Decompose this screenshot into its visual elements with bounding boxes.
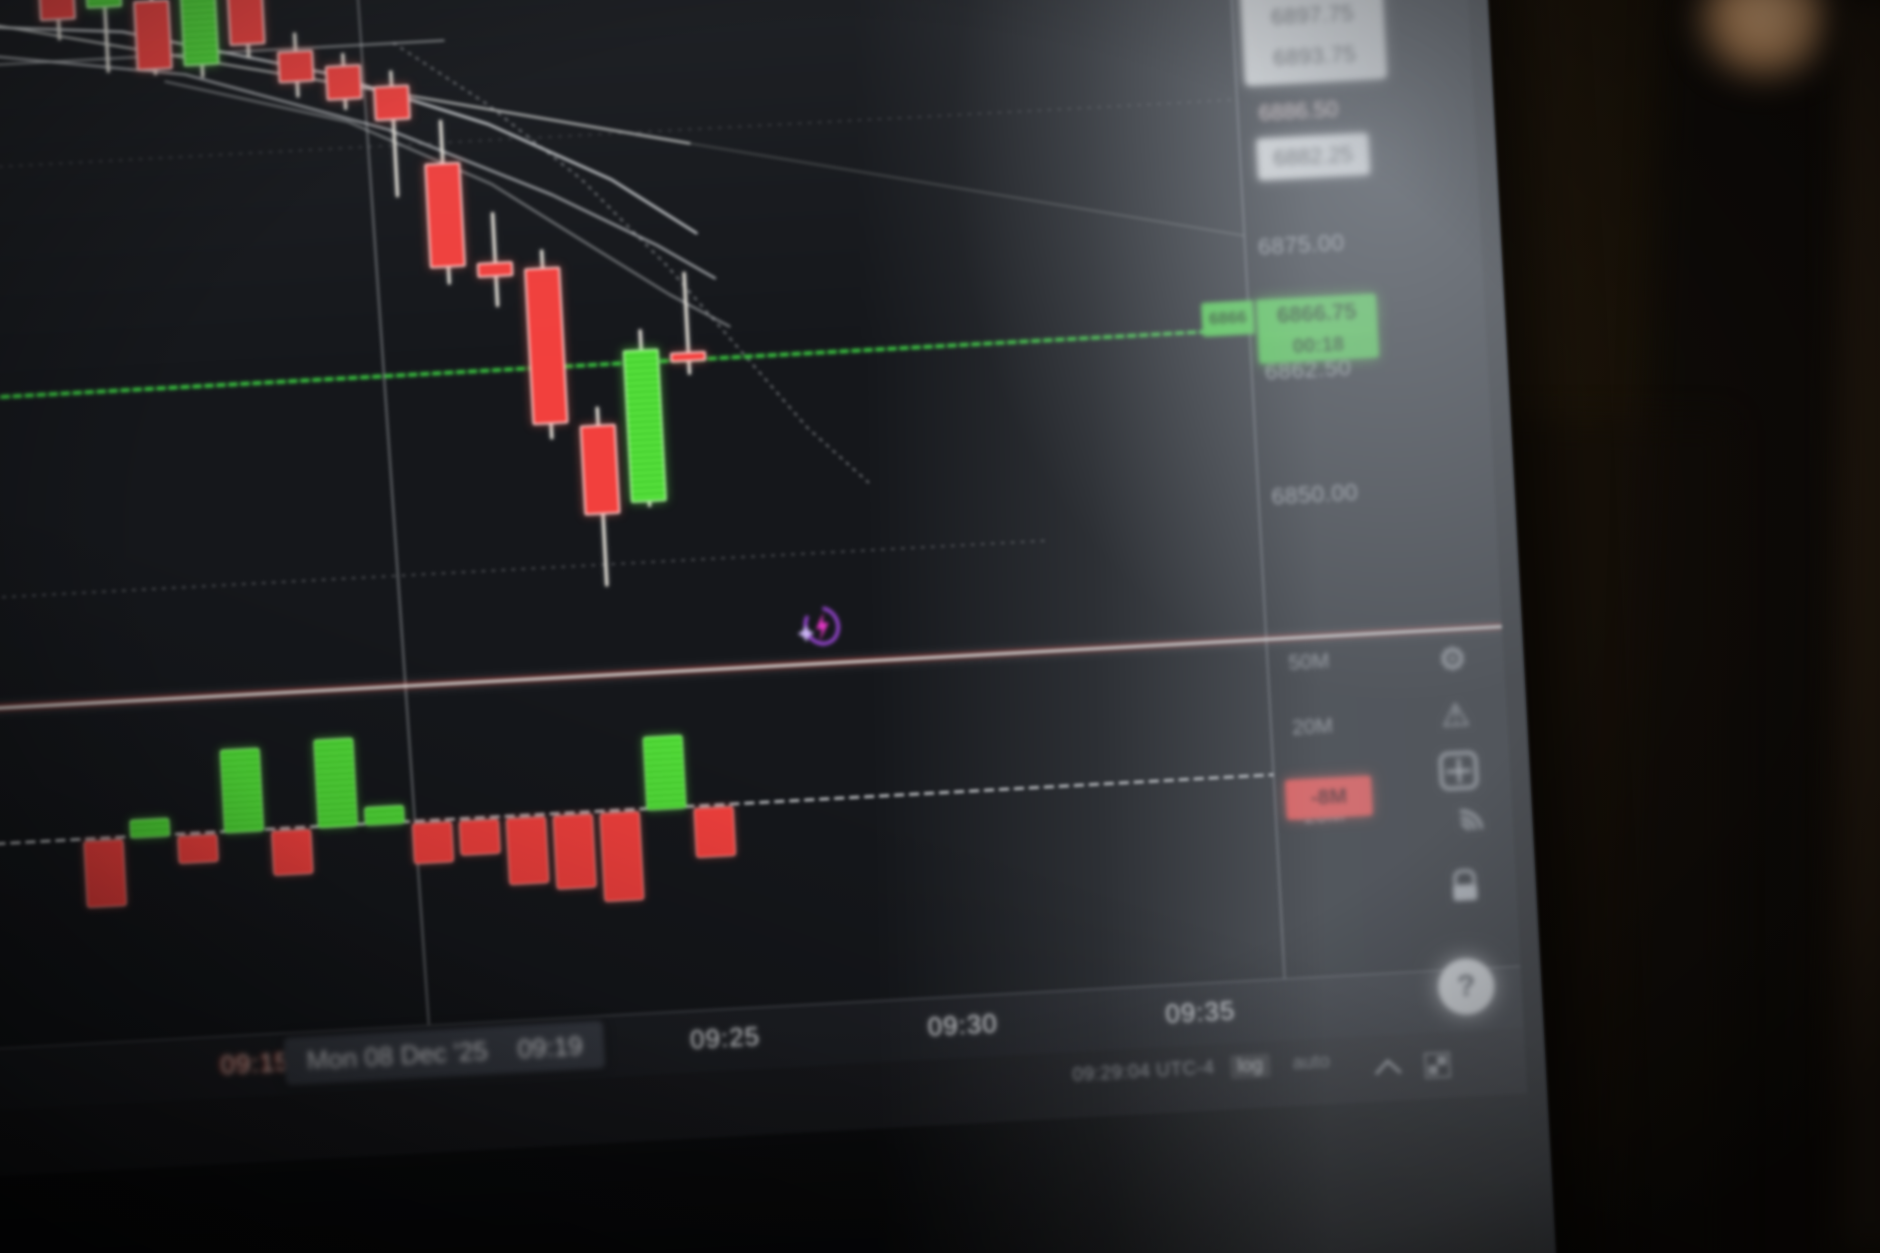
volume-axis-label: 50M — [1287, 649, 1330, 675]
signal-icon[interactable] — [1432, 799, 1492, 861]
price-axis-label: 6850.00 — [1270, 478, 1359, 510]
crosshair-time: 09:19 — [516, 1029, 584, 1064]
crosshair-date: Mon 08 Dec '25 — [305, 1035, 489, 1075]
volume-current-label: -8M — [1284, 775, 1373, 821]
auto-scale-button[interactable]: auto — [1292, 1051, 1331, 1075]
volume-bar — [505, 816, 550, 886]
background-dark-edge — [1840, 0, 1880, 1253]
candle-body — [424, 161, 466, 269]
price-label-value: 6866.75 — [1255, 293, 1378, 334]
time-tick: 09:35 — [1164, 995, 1237, 1029]
volume-bar — [693, 805, 737, 858]
volume-bar — [313, 737, 359, 829]
last-price-label: 6866 6866.75 00:18 — [1200, 293, 1380, 366]
layout-grid-icon[interactable] — [1423, 1051, 1452, 1079]
volume-bar — [599, 811, 645, 902]
target-icon[interactable] — [1431, 743, 1486, 798]
lock-icon[interactable] — [1437, 857, 1492, 912]
time-tick: 09:15 — [219, 1046, 292, 1081]
volume-bar — [411, 821, 455, 865]
alerts-triangle-icon[interactable]: ⚠ — [1428, 687, 1483, 742]
price-axis-label: 6875.00 — [1257, 229, 1346, 260]
time-tick: 09:30 — [926, 1007, 999, 1042]
log-scale-button[interactable]: log — [1229, 1053, 1271, 1080]
warning-glyph: ⚠ — [1440, 696, 1471, 734]
volume-bar — [177, 833, 219, 865]
candle-body — [579, 423, 621, 516]
line-dotted-level-lower — [0, 539, 1053, 601]
candle-body — [324, 64, 363, 101]
volume-bar — [363, 804, 405, 826]
candle-body — [276, 49, 315, 84]
price-label-tag: 6866 — [1200, 300, 1255, 337]
candle-body — [133, 0, 173, 72]
volume-bar — [552, 813, 597, 890]
settings-icon[interactable]: ⚙ — [1425, 631, 1480, 686]
candle-body — [373, 83, 411, 121]
volume-bar — [83, 838, 127, 909]
line-crosshair-v — [353, 0, 430, 1026]
volume-bar — [219, 747, 265, 834]
volume-axis-label: 20M — [1291, 714, 1334, 740]
volume-bar — [458, 818, 501, 856]
axis-label-small: 6886.50 — [1258, 96, 1339, 126]
candle-body — [37, 0, 76, 22]
candle-body — [476, 261, 514, 279]
candle-body — [179, 0, 220, 67]
time-tick: 09:25 — [689, 1020, 761, 1055]
indicator-value-row: 6893.75 — [1272, 41, 1357, 71]
volume-bar — [642, 734, 687, 811]
line-dotted-level-upper — [0, 98, 1237, 172]
volume-bar — [129, 817, 171, 839]
gear-glyph: ⚙ — [1437, 640, 1468, 678]
question-glyph: ? — [1456, 969, 1477, 1004]
candle-body — [669, 350, 707, 363]
flash-event-icon[interactable] — [793, 600, 848, 655]
candle-body — [225, 0, 266, 47]
volume-bar — [271, 828, 314, 877]
line-trendline-ext — [688, 142, 1245, 237]
indicator-value-pill: 6882.25 — [1256, 132, 1371, 181]
